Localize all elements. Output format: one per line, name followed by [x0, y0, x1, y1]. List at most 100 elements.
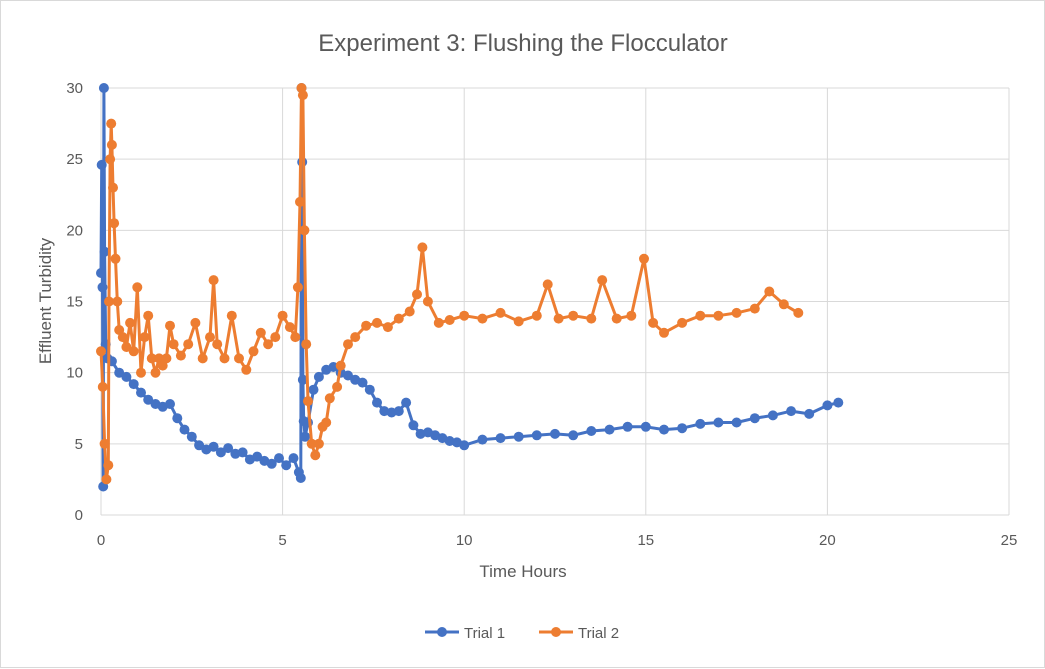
data-point [749, 413, 760, 424]
data-point [335, 360, 346, 371]
data-point [108, 182, 118, 193]
data-point [121, 342, 132, 352]
data-point [586, 426, 597, 436]
data-point [513, 431, 524, 442]
data-point [128, 379, 139, 390]
x-axis-label: Time Hours [479, 562, 566, 581]
data-point [749, 303, 760, 314]
data-point [175, 350, 186, 361]
data-point [183, 339, 194, 350]
data-point [804, 408, 815, 419]
data-point [550, 428, 560, 439]
y-tick-label: 0 [75, 507, 83, 524]
data-point [136, 387, 146, 398]
data-point [297, 90, 308, 101]
data-point [104, 296, 114, 307]
data-point [212, 339, 223, 350]
data-point [109, 218, 120, 229]
data-point [219, 353, 230, 364]
data-point [412, 289, 422, 300]
data-point [112, 296, 123, 307]
x-tick-label: 15 [637, 532, 654, 549]
data-point [640, 421, 651, 432]
data-point [778, 299, 789, 310]
data-point [477, 434, 488, 445]
legend-item-trial-2: Trial 2 [539, 625, 619, 642]
data-point [132, 282, 143, 293]
data-point [99, 438, 110, 449]
data-point [281, 460, 292, 471]
data-point [321, 417, 332, 428]
data-point [531, 310, 542, 321]
data-point [208, 275, 219, 286]
data-point [822, 400, 833, 411]
legend: Trial 1 Trial 2 [425, 625, 619, 642]
x-tick-label: 10 [456, 532, 473, 549]
data-point [301, 339, 312, 350]
legend-label-trial-2: Trial 2 [578, 625, 619, 642]
data-point [103, 460, 114, 471]
data-point [161, 353, 172, 364]
data-point [223, 443, 234, 454]
data-point [542, 279, 553, 290]
data-point [553, 313, 564, 324]
y-axis-label: Effluent Turbidity [36, 237, 55, 364]
data-point [106, 139, 117, 150]
data-point [288, 453, 299, 464]
data-point [731, 417, 742, 428]
data-point [310, 450, 321, 461]
data-point [731, 307, 742, 318]
data-point [459, 440, 470, 451]
data-point [136, 367, 146, 378]
data-point [833, 397, 844, 408]
y-axis-ticks: 0 5 10 15 20 25 30 [66, 80, 83, 524]
data-point [97, 381, 108, 392]
data-point [96, 159, 107, 170]
data-point [105, 154, 116, 165]
x-tick-label: 0 [97, 532, 105, 549]
data-point [677, 423, 688, 434]
data-point [96, 268, 106, 278]
data-point [143, 310, 154, 321]
y-tick-label: 20 [66, 222, 83, 239]
data-point [786, 406, 797, 417]
data-point [128, 346, 139, 357]
data-point [568, 430, 579, 441]
data-point [179, 424, 190, 435]
data-point [186, 431, 197, 442]
data-point [277, 310, 288, 321]
data-point [125, 317, 136, 328]
data-point [324, 393, 335, 404]
y-tick-label: 25 [66, 151, 83, 168]
data-point [255, 327, 266, 338]
data-point [611, 313, 622, 324]
legend-marker-trial-2 [551, 627, 561, 637]
data-point [266, 458, 277, 469]
data-point [531, 430, 542, 441]
x-tick-label: 20 [819, 532, 836, 549]
data-point [764, 286, 775, 297]
data-point [422, 296, 433, 307]
data-point [393, 406, 404, 417]
data-point [299, 225, 310, 236]
data-point [404, 306, 415, 317]
data-point [444, 315, 455, 325]
data-point [300, 431, 311, 442]
data-point [270, 332, 281, 343]
data-point [99, 246, 110, 257]
data-point [150, 367, 161, 378]
data-point [332, 381, 343, 392]
data-point [146, 353, 157, 364]
data-point [372, 397, 382, 408]
data-point [459, 310, 470, 321]
data-point [190, 317, 201, 328]
data-point [117, 332, 128, 343]
data-point [372, 317, 382, 328]
legend-marker-trial-1 [437, 627, 447, 637]
chart-title: Experiment 3: Flushing the Flocculator [318, 30, 728, 57]
y-tick-label: 15 [66, 294, 83, 311]
data-point [306, 438, 317, 449]
data-point [364, 384, 375, 395]
